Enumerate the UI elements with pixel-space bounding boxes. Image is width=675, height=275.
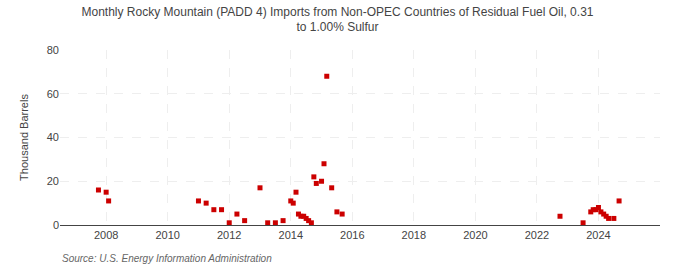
- svg-text:2012: 2012: [217, 229, 241, 241]
- svg-text:60: 60: [47, 88, 59, 100]
- svg-text:0: 0: [53, 219, 59, 231]
- svg-text:2024: 2024: [586, 229, 610, 241]
- svg-text:2018: 2018: [402, 229, 426, 241]
- svg-text:Thousand Barrels: Thousand Barrels: [18, 94, 30, 181]
- svg-text:2008: 2008: [94, 229, 118, 241]
- svg-text:2016: 2016: [340, 229, 364, 241]
- svg-text:2010: 2010: [155, 229, 179, 241]
- svg-text:2020: 2020: [463, 229, 487, 241]
- svg-text:80: 80: [47, 44, 59, 56]
- svg-text:40: 40: [47, 131, 59, 143]
- svg-text:2022: 2022: [525, 229, 549, 241]
- svg-text:20: 20: [47, 175, 59, 187]
- svg-text:2014: 2014: [279, 229, 303, 241]
- svg-text:Monthly Rocky Mountain (PADD 4: Monthly Rocky Mountain (PADD 4) Imports …: [82, 5, 594, 35]
- svg-text:Source: U.S. Energy Informatio: Source: U.S. Energy Information Administ…: [62, 253, 272, 264]
